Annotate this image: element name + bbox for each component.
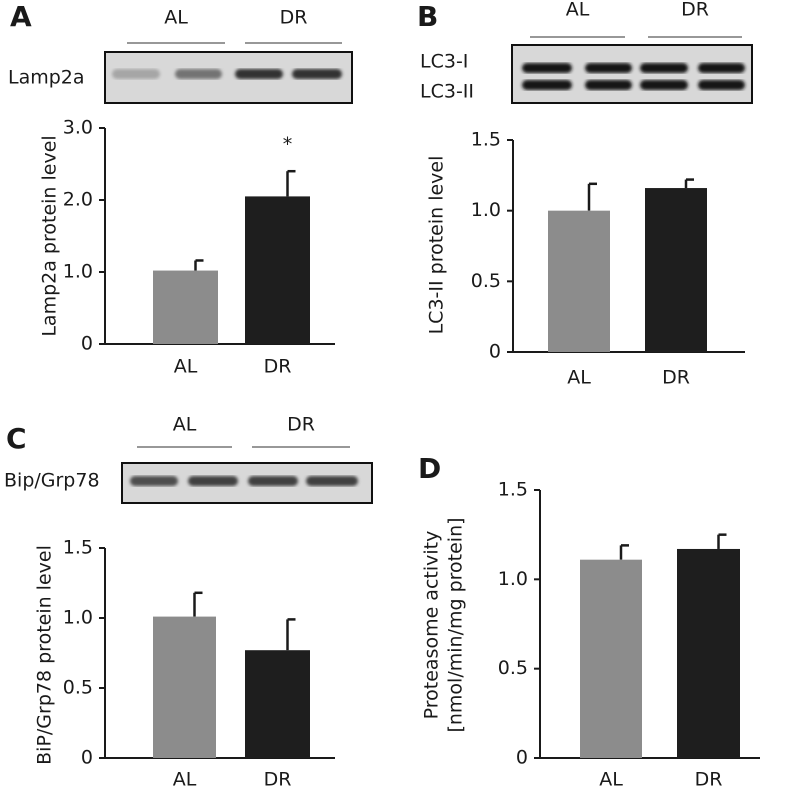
blot-label: LC3-I	[420, 51, 468, 73]
y-tick-label: 0.5	[498, 657, 528, 679]
bar	[580, 559, 642, 758]
bar	[548, 210, 610, 352]
bar	[677, 548, 740, 758]
y-axis-label: LC3-II protein level	[426, 156, 448, 335]
y-axis-label: Proteasome activity	[421, 531, 443, 720]
group-label: DR	[287, 414, 315, 436]
panel-label: C	[6, 422, 27, 455]
y-tick-label: 0.5	[471, 270, 501, 292]
blot-band	[640, 63, 688, 73]
x-tick-label: DR	[264, 769, 292, 791]
group-label: AL	[173, 414, 197, 436]
group-label: AL	[566, 0, 590, 21]
y-tick-label: 1.0	[498, 568, 528, 590]
y-tick-label: 1.0	[63, 607, 93, 629]
blot-label: Bip/Grp78	[4, 470, 100, 492]
group-label: DR	[280, 7, 308, 29]
x-tick-label: DR	[695, 769, 723, 791]
group-label: AL	[164, 7, 188, 29]
blot-band	[175, 69, 222, 79]
y-axis-label: Lamp2a protein level	[39, 135, 61, 336]
blot-band	[235, 69, 283, 79]
blot-band	[698, 80, 745, 90]
y-tick-label: 0	[81, 747, 93, 769]
y-tick-label: 1.5	[471, 129, 501, 151]
y-tick-label: 2.0	[63, 189, 93, 211]
x-tick-label: DR	[264, 356, 292, 378]
blot-band	[112, 69, 160, 79]
bar	[245, 196, 310, 344]
panel-label: D	[418, 452, 441, 485]
group-label: DR	[681, 0, 709, 21]
blot-band	[248, 476, 298, 486]
bar	[153, 270, 218, 344]
y-axis-label: [nmol/min/mg protein]	[445, 517, 467, 732]
significance-mark: *	[283, 134, 293, 156]
y-tick-label: 0	[516, 747, 528, 769]
blot-frame	[511, 44, 753, 104]
y-tick-label: 0.5	[63, 677, 93, 699]
x-tick-label: DR	[662, 367, 690, 389]
y-tick-label: 1.0	[471, 199, 501, 221]
panel-label: A	[10, 0, 32, 33]
blot-band	[188, 476, 238, 486]
blot-band	[585, 63, 632, 73]
blot-band	[640, 80, 688, 90]
blot-band	[130, 476, 178, 486]
y-axis-label: BiP/Grp78 protein level	[34, 545, 56, 765]
x-tick-label: AL	[599, 769, 623, 791]
x-tick-label: AL	[173, 769, 197, 791]
bar	[245, 650, 310, 758]
blot-band	[698, 63, 745, 73]
blot-band	[292, 69, 342, 79]
blot-band	[306, 476, 358, 486]
y-tick-label: 0	[81, 333, 93, 355]
y-tick-label: 3.0	[63, 117, 93, 139]
blot-band	[522, 63, 572, 73]
bar	[153, 616, 216, 758]
blot-label: Lamp2a	[8, 67, 85, 89]
blot-band	[522, 80, 572, 90]
blot-label: LC3-II	[420, 81, 474, 103]
bar	[645, 188, 707, 352]
x-tick-label: AL	[567, 367, 591, 389]
y-tick-label: 1.0	[63, 261, 93, 283]
x-tick-label: AL	[174, 356, 198, 378]
y-tick-label: 0	[489, 341, 501, 363]
blot-band	[585, 80, 632, 90]
panel-label: B	[417, 0, 438, 33]
y-tick-label: 1.5	[63, 537, 93, 559]
y-tick-label: 1.5	[498, 479, 528, 501]
